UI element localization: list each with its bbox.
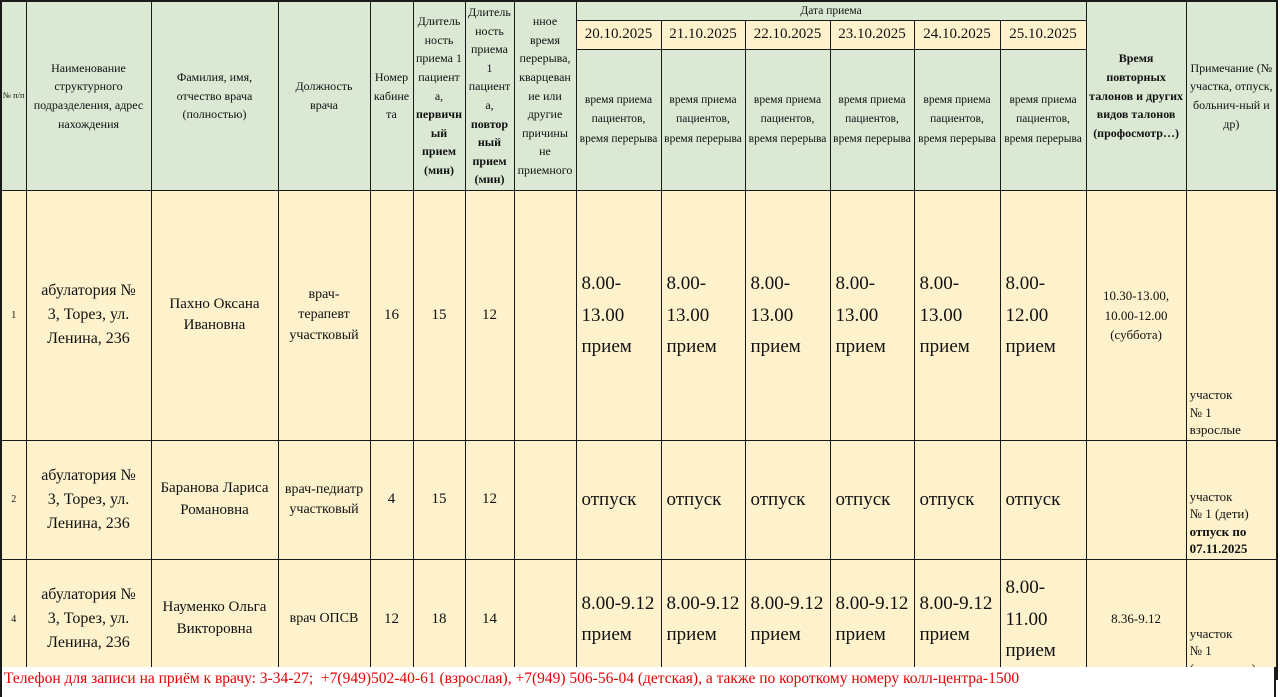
cell-schedule-day2: 8.00-13.00 прием bbox=[744, 189, 831, 441]
cell-note: участок № 1 (подростки) bbox=[1185, 558, 1278, 680]
header-note: Примечание (№ участка, отпуск, больнич-н… bbox=[1185, 0, 1278, 191]
cell-schedule-day2: 8.00-9.12 прием bbox=[744, 558, 831, 680]
footer-left-border bbox=[0, 667, 2, 697]
table-row: 2 абулатория № 3, Торез, ул. Ленина, 236… bbox=[0, 439, 1278, 560]
header-position: Должность врача bbox=[277, 0, 371, 191]
table-row: 1 абулатория № 3, Торез, ул. Ленина, 236… bbox=[0, 189, 1278, 441]
cell-schedule-day1: 8.00-9.12 прием bbox=[660, 558, 746, 680]
cell-duration-repeat: 12 bbox=[464, 439, 515, 560]
cell-schedule-day3: 8.00-13.00 прием bbox=[829, 189, 915, 441]
cell-department: абулатория № 3, Торез, ул. Ленина, 236 bbox=[25, 189, 152, 441]
cell-repeat-tickets: 8.36-9.12 bbox=[1085, 558, 1187, 680]
cell-fixed-time bbox=[513, 439, 577, 560]
cell-department: абулатория № 3, Торез, ул. Ленина, 236 bbox=[25, 439, 152, 560]
header-date-band: Дата приема bbox=[575, 0, 1087, 21]
header-date-2: 22.10.2025 bbox=[744, 19, 831, 50]
cell-schedule-day0: отпуск bbox=[575, 439, 662, 560]
cell-position: врач-педиатр участковый bbox=[277, 439, 371, 560]
header-department: Наименование структурного подразделения,… bbox=[25, 0, 152, 191]
cell-cabinet: 4 bbox=[369, 439, 414, 560]
cell-schedule-day3: 8.00-9.12 прием bbox=[829, 558, 915, 680]
header-date-sub-3: время приема пациентов, время перерыва bbox=[829, 48, 915, 191]
cell-repeat-tickets bbox=[1085, 439, 1187, 560]
doctor-schedule-table: № п/п Наименование структурного подразде… bbox=[0, 0, 1279, 681]
header-num: № п/п bbox=[0, 0, 27, 191]
cell-note: участок № 1 взрослые bbox=[1185, 189, 1278, 441]
cell-schedule-day0: 8.00-13.00 прием bbox=[575, 189, 662, 441]
header-date-sub-2: время приема пациентов, время перерыва bbox=[744, 48, 831, 191]
header-doctor: Фамилия, имя, отчество врача (полностью) bbox=[150, 0, 279, 191]
cell-repeat-tickets: 10.30-13.00, 10.00-12.00 (суббота) bbox=[1085, 189, 1187, 441]
header-duration-first: Длительность приема 1 пациента, первичны… bbox=[412, 0, 466, 191]
cell-schedule-day0: 8.00-9.12 прием bbox=[575, 558, 662, 680]
header-date-0: 20.10.2025 bbox=[575, 19, 662, 50]
footer-phone-text: Телефон для записи на приём к врачу: 3-3… bbox=[4, 670, 1020, 687]
header-date-sub-5: время приема пациентов, время перерыва bbox=[999, 48, 1087, 191]
footer-phone-strip: Телефон для записи на приём к врачу: 3-3… bbox=[0, 667, 1276, 697]
cell-row-number: 2 bbox=[0, 439, 27, 560]
cell-schedule-day4: 8.00-9.12 прием bbox=[913, 558, 1001, 680]
cell-fixed-time bbox=[513, 558, 577, 680]
cell-schedule-day5: отпуск bbox=[999, 439, 1087, 560]
cell-cabinet: 12 bbox=[369, 558, 414, 680]
cell-position: врач ОПСВ bbox=[277, 558, 371, 680]
header-date-3: 23.10.2025 bbox=[829, 19, 915, 50]
header-date-1: 21.10.2025 bbox=[660, 19, 746, 50]
cell-fixed-time bbox=[513, 189, 577, 441]
footer-right-border bbox=[1274, 667, 1276, 697]
header-num-label: № п/п bbox=[2, 90, 25, 101]
cell-schedule-day4: отпуск bbox=[913, 439, 1001, 560]
header-date-4: 24.10.2025 bbox=[913, 19, 1001, 50]
cell-duration-first: 15 bbox=[412, 189, 466, 441]
cell-schedule-day5: 8.00-11.00 прием bbox=[999, 558, 1087, 680]
header-date-5: 25.10.2025 bbox=[999, 19, 1087, 50]
header-date-sub-0: время приема пациентов, время перерыва bbox=[575, 48, 662, 191]
header-repeat-tickets: Время повторных талонов и других видов т… bbox=[1085, 0, 1187, 191]
header-date-sub-1: время приема пациентов, время перерыва bbox=[660, 48, 746, 191]
cell-doctor-name: Науменко Ольга Викторовна bbox=[150, 558, 279, 680]
cell-note: участок № 1 (дети) отпуск по 07.11.2025 bbox=[1185, 439, 1278, 560]
header-fixed-time: Фиксированное время перерыва, кварцевани… bbox=[513, 0, 577, 191]
cell-cabinet: 16 bbox=[369, 189, 414, 441]
table-row: 4 абулатория № 3, Торез, ул. Ленина, 236… bbox=[0, 558, 1278, 680]
cell-doctor-name: Баранова Лариса Романовна bbox=[150, 439, 279, 560]
header-cabinet: Номер кабинета bbox=[369, 0, 414, 191]
cell-schedule-day3: отпуск bbox=[829, 439, 915, 560]
cell-position: врач-терапевт участковый bbox=[277, 189, 371, 441]
cell-duration-repeat: 14 bbox=[464, 558, 515, 680]
cell-schedule-day5: 8.00-12.00 прием bbox=[999, 189, 1087, 441]
header-date-sub-4: время приема пациентов, время перерыва bbox=[913, 48, 1001, 191]
cell-duration-first: 15 bbox=[412, 439, 466, 560]
cell-doctor-name: Пахно Оксана Ивановна bbox=[150, 189, 279, 441]
cell-duration-first: 18 bbox=[412, 558, 466, 680]
cell-row-number: 4 bbox=[0, 558, 27, 680]
cell-schedule-day4: 8.00-13.00 прием bbox=[913, 189, 1001, 441]
cell-schedule-day1: отпуск bbox=[660, 439, 746, 560]
cell-row-number: 1 bbox=[0, 189, 27, 441]
cell-schedule-day2: отпуск bbox=[744, 439, 831, 560]
cell-schedule-day1: 8.00-13.00 прием bbox=[660, 189, 746, 441]
cell-department: абулатория № 3, Торез, ул. Ленина, 236 bbox=[25, 558, 152, 680]
header-duration-repeat: Длительность приема 1 пациента, повторны… bbox=[464, 0, 515, 191]
cell-duration-repeat: 12 bbox=[464, 189, 515, 441]
